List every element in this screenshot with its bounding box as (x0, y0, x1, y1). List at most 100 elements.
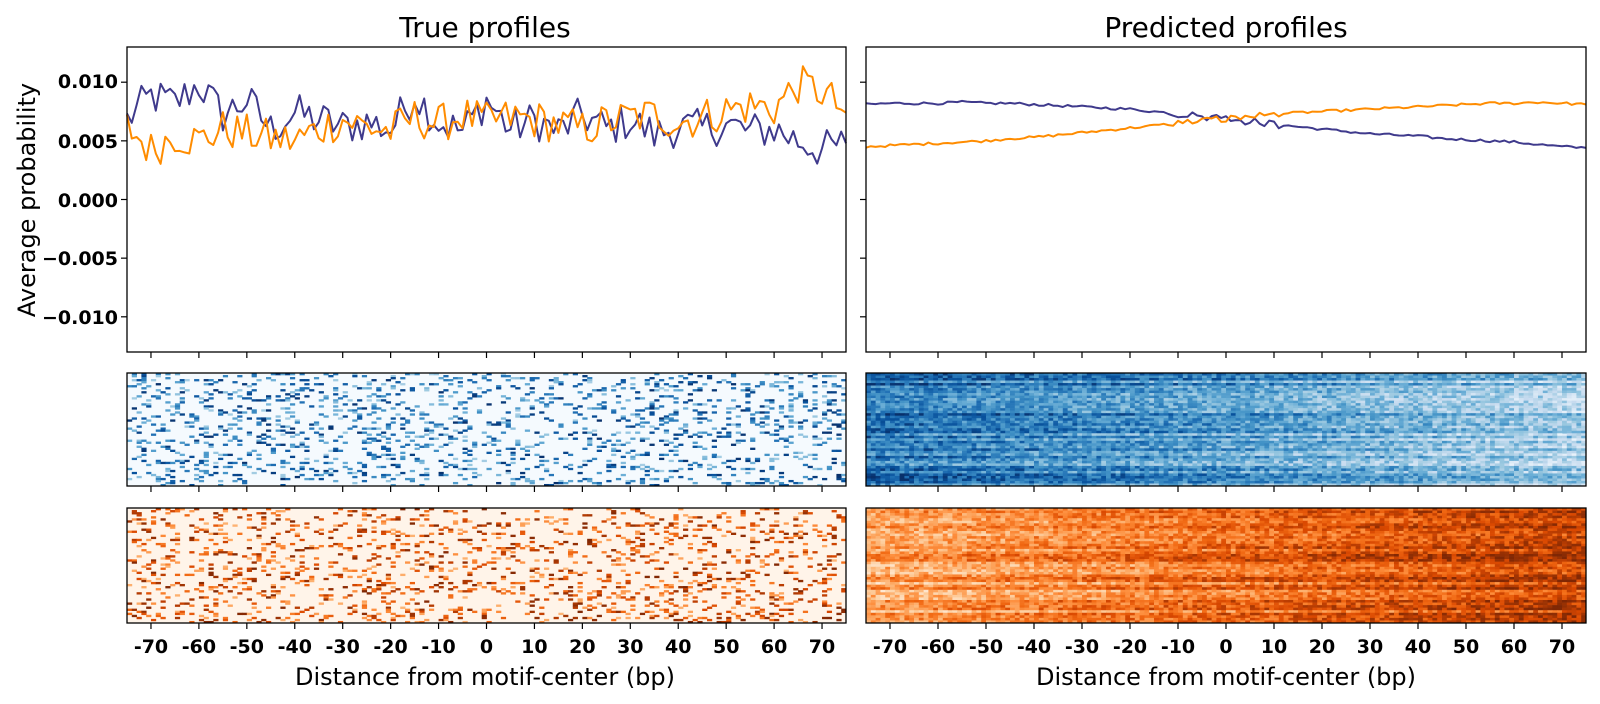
heatmap-cell (601, 389, 607, 392)
heatmap-cell (938, 425, 944, 429)
heatmap-cell (1264, 408, 1270, 411)
heatmap-cell (1365, 408, 1371, 411)
heatmap-cell (1226, 428, 1232, 432)
heatmap-cell (654, 383, 660, 386)
heatmap-cell (1341, 395, 1347, 399)
heatmap-cell (1010, 403, 1016, 406)
heatmap-cell (1475, 388, 1481, 391)
heatmap-cell (914, 395, 920, 399)
heatmap-cell (1389, 425, 1395, 429)
heatmap-cell (1331, 398, 1337, 401)
heatmap-cell (702, 383, 708, 386)
heatmap-cell (1115, 390, 1121, 394)
heatmap-cell (1168, 418, 1174, 422)
heatmap-cell (1312, 393, 1318, 396)
heatmap-cell (1374, 393, 1380, 396)
heatmap-cell (938, 408, 944, 411)
heatmap-cell (1427, 400, 1433, 404)
heatmap-cell (1082, 408, 1088, 411)
heatmap-cell (1547, 408, 1553, 411)
heatmap-cell (1418, 388, 1424, 391)
heatmap-cell (1456, 408, 1462, 411)
heatmap-cell (1418, 413, 1424, 416)
heatmap-cell (885, 423, 891, 427)
heatmap-cell (486, 423, 492, 426)
heatmap-cell (1346, 373, 1352, 376)
heatmap-cell (1029, 385, 1035, 389)
heatmap-cell (1197, 393, 1203, 396)
heatmap-cell (754, 459, 761, 463)
heatmap-cell (1538, 395, 1544, 399)
heatmap-cell (558, 437, 564, 440)
heatmap-cell (1499, 415, 1505, 419)
heatmap-cell (1240, 395, 1246, 399)
heatmap-cell (1130, 380, 1136, 384)
heatmap-cell (1509, 390, 1515, 394)
heatmap-cell (986, 373, 992, 376)
heatmap-cell (914, 428, 920, 432)
heatmap-cell (1389, 398, 1395, 401)
heatmap-cell (1398, 378, 1404, 381)
heatmap-cell (1134, 418, 1140, 422)
heatmap-cell (807, 477, 813, 481)
heatmap-cell (448, 383, 454, 386)
heatmap-cell (1072, 390, 1078, 394)
heatmap-cell (1466, 395, 1472, 399)
heatmap-cell (644, 379, 650, 382)
heatmap-cell (472, 443, 478, 446)
heatmap-cell (1158, 410, 1164, 414)
heatmap-cell (1106, 415, 1112, 419)
heatmap-cell (1197, 398, 1203, 401)
heatmap-cell (1475, 400, 1481, 404)
heatmap-cell (730, 387, 737, 390)
heatmap-cell (510, 453, 516, 457)
heatmap-cell (1274, 385, 1280, 389)
heatmap-cell (1581, 385, 1587, 389)
heatmap-cell (452, 407, 459, 410)
heatmap-cell (347, 471, 353, 475)
heatmap-cell (1067, 398, 1073, 401)
heatmap-cell (1312, 408, 1318, 411)
heatmap-cell (361, 387, 368, 390)
heatmap-cell (1173, 400, 1179, 404)
heatmap-cell (1173, 425, 1179, 429)
heatmap-cell (1542, 423, 1548, 427)
heatmap-cell (203, 463, 209, 467)
heatmap-cell (750, 461, 756, 465)
heatmap-cell (966, 410, 972, 414)
heatmap-cell (1005, 388, 1011, 391)
heatmap-cell (1115, 413, 1121, 416)
heatmap-cell (683, 431, 689, 434)
heatmap-cell (1432, 415, 1438, 419)
heatmap-cell (1250, 395, 1256, 399)
heatmap-cell (208, 409, 214, 412)
heatmap-cell (1010, 385, 1016, 389)
heatmap-cell (706, 375, 713, 378)
heatmap-cell (376, 439, 382, 442)
heatmap-cell (1408, 400, 1414, 404)
heatmap-cell (1538, 415, 1544, 419)
heatmap-cell (1274, 380, 1280, 384)
heatmap-cell (1499, 398, 1505, 401)
heatmap-cell (505, 471, 511, 475)
heatmap-cell (1206, 393, 1212, 396)
heatmap-cell (266, 429, 272, 432)
heatmap-cell (1346, 380, 1352, 384)
heatmap-cell (1485, 420, 1491, 424)
heatmap-cell (793, 421, 799, 424)
heatmap-cell (203, 379, 209, 382)
heatmap-cell (1211, 398, 1217, 401)
heatmap-cell (1245, 395, 1251, 399)
heatmap-cell (390, 457, 396, 461)
heatmap-cell (923, 410, 929, 414)
heatmap-cell (1211, 373, 1217, 376)
heatmap-cell (1566, 373, 1572, 376)
heatmap-cell (764, 477, 770, 481)
heatmap-cell (222, 471, 229, 475)
heatmap-cell (1331, 408, 1337, 411)
heatmap-cell (261, 409, 267, 412)
heatmap-cell (1523, 373, 1529, 376)
heatmap-cell (673, 413, 679, 416)
heatmap-cell (1192, 413, 1198, 416)
heatmap-cell (141, 387, 147, 390)
